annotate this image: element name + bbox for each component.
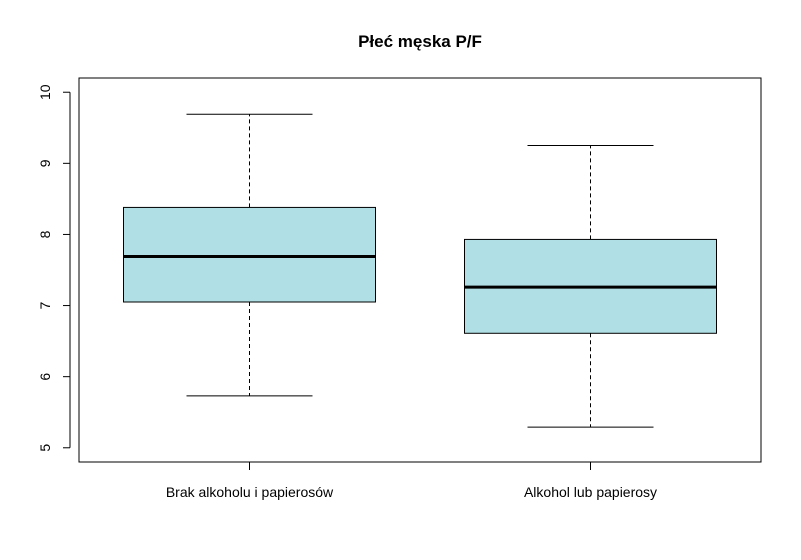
y-tick-label: 6 xyxy=(37,373,53,381)
y-tick-label: 8 xyxy=(37,230,53,238)
x-axis: Brak alkoholu i papierosów Alkohol lub pa… xyxy=(166,462,657,500)
plot-frame xyxy=(78,77,762,463)
y-axis: 5 6 7 8 9 10 xyxy=(37,84,71,452)
chart-title: Płeć męska P/F xyxy=(358,32,482,51)
x-category-label: Alkohol lub papierosy xyxy=(524,484,657,500)
y-tick-label: 7 xyxy=(37,301,53,309)
iqr-box xyxy=(123,206,376,303)
box-1 xyxy=(123,113,376,397)
box-2 xyxy=(464,145,717,428)
x-category-label: Brak alkoholu i papierosów xyxy=(166,484,334,500)
y-tick-label: 10 xyxy=(37,84,53,100)
boxes-group xyxy=(123,113,717,428)
y-tick-label: 5 xyxy=(37,444,53,452)
y-tick-label: 9 xyxy=(37,159,53,167)
